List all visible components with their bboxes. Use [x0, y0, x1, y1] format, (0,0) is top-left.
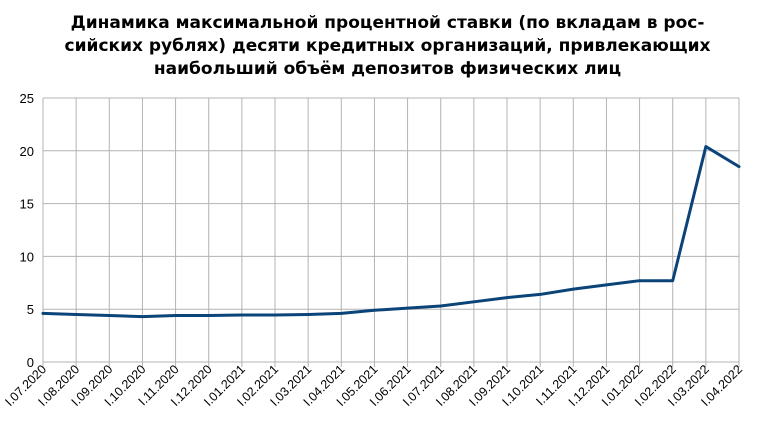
y-tick-label: 5	[27, 302, 34, 317]
data-point	[406, 306, 409, 310]
data-point	[373, 309, 376, 312]
y-tick-label: 15	[20, 197, 34, 212]
chart-title: Динамика максимальной процентной ставки …	[0, 12, 775, 81]
data-point	[572, 287, 575, 291]
chart-title-line-3: наибольший объём депозитов физических ли…	[153, 59, 622, 79]
data-point	[704, 145, 708, 148]
data-point	[207, 314, 210, 317]
data-point	[174, 314, 177, 317]
chart-title-line-2: сийских рублях) десяти кредитных организ…	[64, 36, 711, 56]
data-point	[41, 312, 45, 315]
data-point	[671, 279, 674, 282]
data-point	[439, 304, 442, 308]
y-tick-label: 20	[20, 144, 34, 159]
y-axis-ticks: 0 5 10 15 20 25	[20, 91, 34, 370]
y-tick-label: 25	[20, 91, 34, 106]
series-layer	[41, 145, 741, 319]
data-point	[505, 296, 509, 299]
data-point	[240, 313, 244, 317]
data-point	[306, 313, 310, 316]
data-point	[472, 300, 476, 304]
data-point	[273, 313, 277, 317]
x-axis-ticks: I.07.2020I.08.2020I.09.2020I.10.2020I.11…	[2, 362, 745, 409]
data-point	[108, 314, 111, 317]
data-point	[737, 165, 741, 168]
grid-lines	[42, 97, 740, 367]
data-point	[638, 279, 641, 282]
data-point	[340, 312, 343, 315]
y-tick-label: 0	[27, 355, 34, 370]
series-line	[41, 145, 741, 319]
data-point	[605, 283, 608, 287]
data-point	[538, 293, 542, 296]
data-point	[141, 315, 144, 318]
chart-title-line-1: Динамика максимальной процентной ставки …	[70, 13, 705, 33]
data-point	[74, 313, 78, 316]
y-tick-label: 10	[20, 249, 34, 264]
